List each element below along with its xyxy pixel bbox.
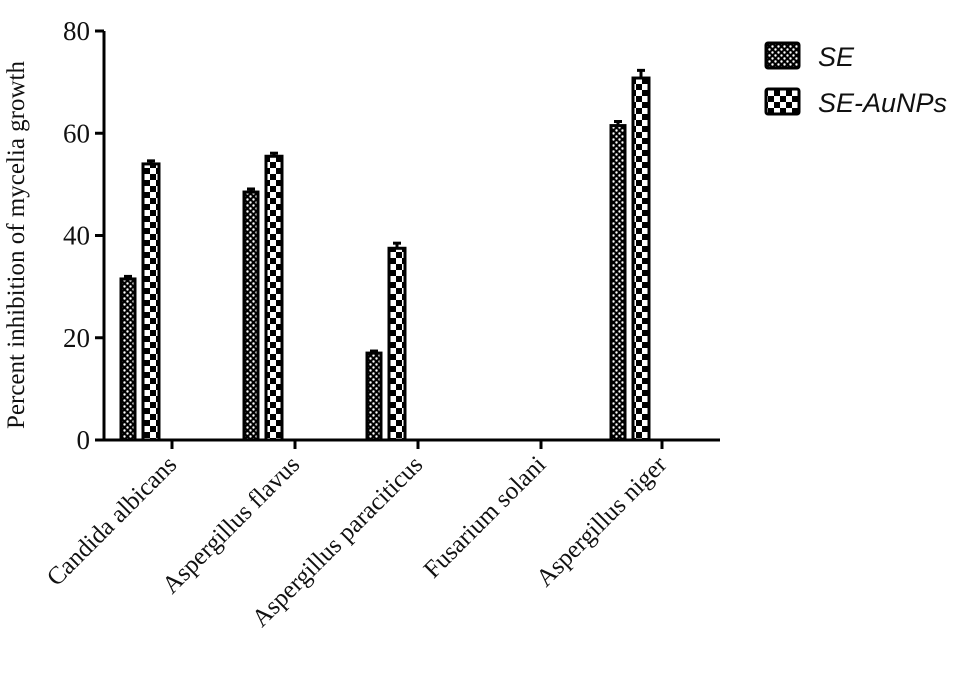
legend-item-se: SE (764, 41, 855, 72)
legend-label-se: SE (818, 42, 855, 72)
y-axis: 0 20 40 60 80 (63, 16, 106, 455)
category-label: Aspergillus niger (531, 451, 673, 593)
legend: SE SE-AuNPs (764, 41, 947, 118)
y-axis-title: Percent inhibition of mycelia growth (3, 61, 30, 429)
category-label: Candida albicans (42, 451, 182, 591)
bars (119, 68, 651, 442)
y-tick-label: 80 (63, 16, 90, 46)
bar-se-aunps (631, 68, 651, 442)
legend-swatch-se-aunps (764, 87, 801, 116)
y-tick-label: 0 (77, 425, 91, 455)
legend-swatch-se (764, 41, 801, 70)
legend-label-se-aunps: SE-AuNPs (818, 88, 947, 118)
bar-se (609, 119, 627, 442)
x-axis (103, 438, 720, 449)
y-tick-label: 40 (63, 221, 90, 251)
y-tick-label: 60 (63, 118, 90, 148)
y-tick-label: 20 (63, 323, 90, 353)
category-label: Fusarium solani (419, 451, 552, 584)
bar-se-aunps (264, 151, 284, 442)
bar-se-aunps (141, 159, 161, 442)
legend-item-se-aunps: SE-AuNPs (764, 87, 947, 118)
bar-se (119, 274, 137, 442)
bar-se (242, 187, 260, 442)
bar-se-aunps (387, 241, 407, 442)
bar-se (365, 349, 383, 442)
